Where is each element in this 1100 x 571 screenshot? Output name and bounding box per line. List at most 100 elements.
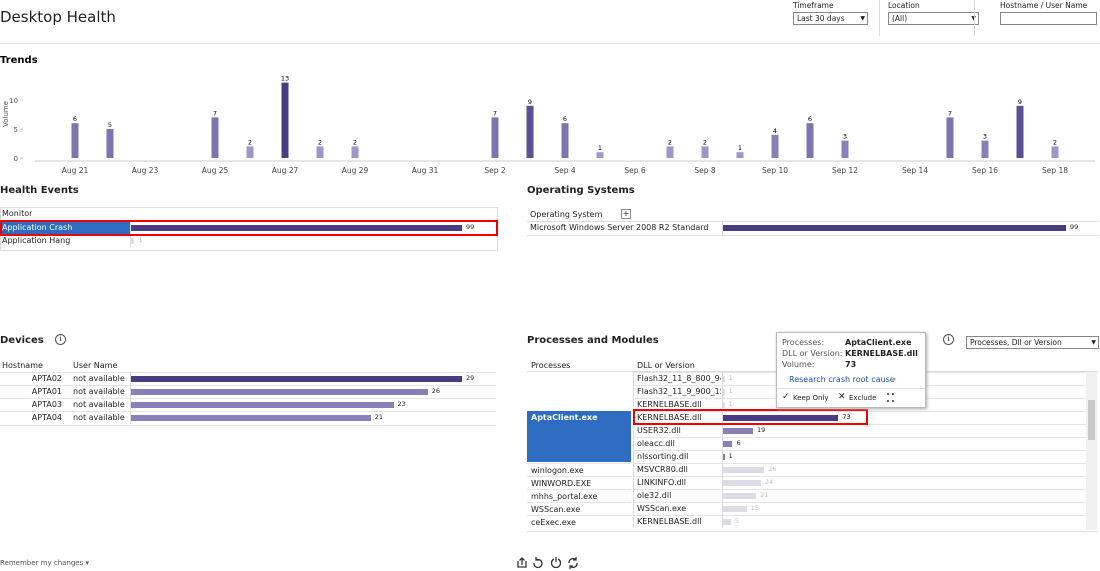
bar [281,82,289,158]
bar [131,389,428,395]
export-icon[interactable] [517,557,527,568]
row [0,398,496,412]
bar [131,225,462,231]
filter-label: Location [888,1,920,10]
bar [771,134,779,158]
bar-label: 1 [728,374,733,382]
bar [596,152,604,158]
process-name[interactable]: ceExec.exe [527,515,631,527]
y-tick-label: 5 [14,126,18,134]
tooltip-action[interactable]: Keep Only [793,394,829,402]
row [527,221,1099,236]
section-title: Processes and Modules [527,335,659,346]
x-tick-label: Sep 16 [972,166,998,175]
module-name[interactable]: USER32.dll [637,426,681,435]
refresh-icon[interactable] [568,557,578,569]
row-divider [633,502,1086,503]
column-divider [722,398,723,411]
info-icon[interactable]: i [943,334,954,345]
bar [106,129,114,158]
tooltip-label: Volume: [782,360,815,369]
y-tick-label: 0 [14,155,18,163]
bar [1016,105,1024,158]
data-label: 7 [493,109,497,117]
x-tick-label: Sep 4 [554,166,576,175]
module-name[interactable]: KERNELBASE.dll [637,413,702,422]
module-name[interactable]: nlssorting.dll [637,452,689,461]
filter-input[interactable] [1000,12,1097,25]
module-name[interactable]: WSScan.exe [637,504,687,513]
bar [723,415,839,421]
x-tick-label: Aug 31 [412,166,439,175]
x-tick-label: Sep 18 [1042,166,1068,175]
x-tick-label: Aug 21 [62,166,89,175]
bar [131,238,135,244]
bar-label: 1 [138,236,143,244]
add-column-button[interactable]: + [621,209,631,219]
bar [723,454,725,460]
filter-select[interactable]: (All) [888,12,979,25]
bar [723,225,1066,231]
trends-chart: Trends Volume 0 5 10 Aug 21 6 5 Aug 23 Aug 25 7 2 Au… [0,55,1095,175]
undo-icon[interactable] [533,557,543,569]
column-divider [722,515,723,528]
highlight-box [0,220,498,236]
hostname[interactable]: APTA02 [31,374,62,383]
bar [723,467,765,473]
module-name[interactable]: Flash32_11_8_800_94... [637,374,721,383]
row-label[interactable]: Application Crash [0,221,131,234]
process-name[interactable]: winlogon.exe [527,463,631,475]
process-name[interactable]: WINWORD.EXE [527,476,631,488]
divider [0,43,1100,44]
row-divider [633,450,1086,451]
column-header: Hostname [2,361,43,370]
data-label: 2 [248,138,252,146]
module-name[interactable]: ole32.dll [637,491,672,500]
data-label: 1 [598,144,602,152]
toolbar [517,557,578,569]
bar-label: 21 [760,491,769,499]
column-divider [722,424,723,437]
x-tick-label: Sep 6 [624,166,646,175]
action-icon: ✕ [838,392,846,402]
action-icon: ✓ [782,392,790,402]
tooltip-action[interactable]: Exclude [849,394,877,402]
hostname[interactable]: APTA01 [31,387,62,396]
tooltip-link[interactable]: Research crash root cause [789,375,895,384]
row-divider [633,411,1086,412]
module-name[interactable]: LINKINFO.dll [637,478,687,487]
bar [526,105,534,158]
scroll-thumb[interactable] [1088,400,1095,440]
process-name[interactable]: WSScan.exe [527,502,631,514]
data-label: 4 [773,127,777,135]
view-select[interactable]: Processes, Dll or Version [966,336,1099,349]
filter-select[interactable]: Last 30 days [793,12,868,25]
row-label[interactable]: Microsoft Windows Server 2008 R2 Standar… [530,223,709,232]
remember-link[interactable]: Remember my changes ▾ [0,559,89,567]
data-label: 2 [668,138,672,146]
more-icon[interactable] [887,393,894,402]
process-name[interactable]: AptaClient.exe [527,411,631,462]
column-header: DLL or Version [637,361,695,370]
module-name[interactable]: MSVCR80.dll [637,465,688,474]
bar-label: 19 [757,426,766,434]
bar-label: 1 [728,387,733,395]
row-label[interactable]: Application Hang [2,236,71,245]
bar [701,146,709,158]
hostname[interactable]: APTA04 [31,413,62,422]
data-label: 5 [108,121,112,129]
bar [71,123,79,158]
reset-icon[interactable] [550,557,562,569]
x-tick-label: Aug 29 [342,166,369,175]
process-name[interactable]: mhhs_portal.exe [527,489,631,501]
column-divider [722,221,723,235]
info-icon[interactable]: i [55,334,66,345]
module-name[interactable]: KERNELBASE.dll [637,517,702,526]
bar [666,146,674,158]
module-name[interactable]: Flash32_11_9_900_15... [637,387,721,396]
module-name[interactable]: oleacc.dll [637,439,675,448]
hostname[interactable]: APTA03 [31,400,62,409]
column-header: Operating System [530,210,603,219]
column-divider [722,385,723,398]
module-name[interactable]: KERNELBASE.dll [637,400,702,409]
